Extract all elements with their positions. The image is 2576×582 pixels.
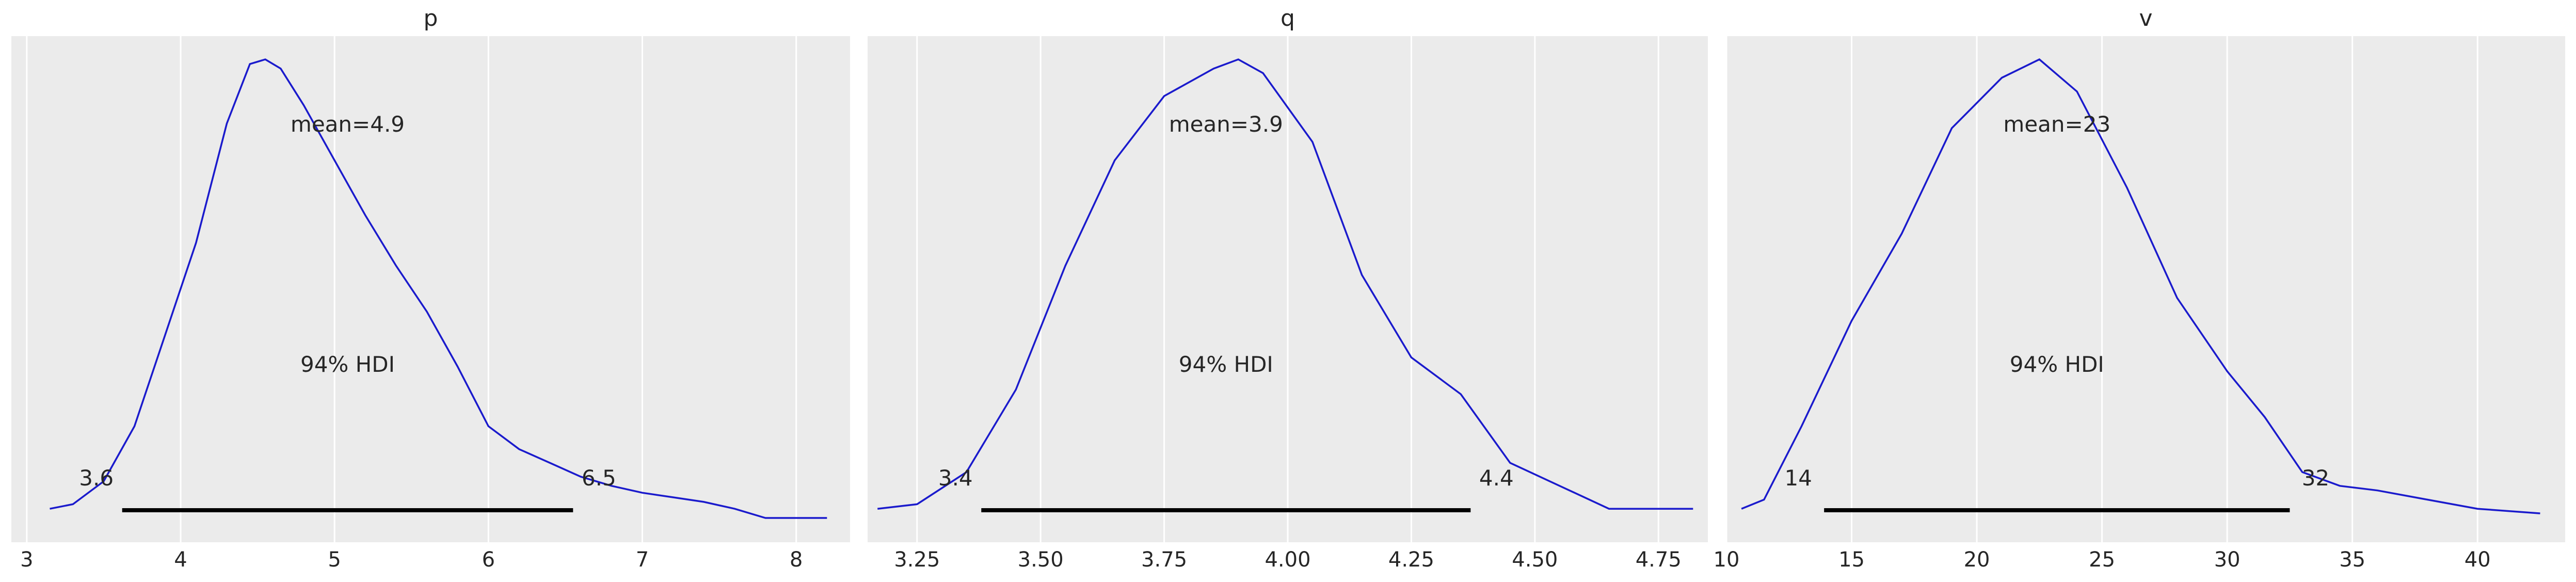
x-tick-label: 3.25 — [894, 548, 940, 572]
hdi-upper-label: 6.5 — [582, 465, 616, 491]
density-curve — [877, 58, 1693, 510]
mean-label: mean=3.9 — [1169, 112, 1283, 137]
x-tick-label: 35 — [2339, 548, 2365, 572]
x-tick-label: 10 — [1714, 548, 1740, 572]
axes-background — [1726, 36, 2565, 542]
hdi-label: 94% HDI — [1179, 352, 1273, 377]
hdi-upper-label: 4.4 — [1479, 465, 1514, 491]
panel-p: 3 4 5 6 7 8 mean=4.9 94% HDI 3.6 6.5 p — [11, 5, 850, 572]
hdi-label: 94% HDI — [300, 352, 395, 377]
x-tick-label: 25 — [2089, 548, 2115, 572]
panel-title: v — [2139, 5, 2152, 32]
x-tick-label: 8 — [790, 548, 803, 572]
panel-v: 10 15 20 25 30 35 40 mean=23 94% HDI 14 32 v — [1714, 5, 2565, 572]
x-tick-label: 7 — [636, 548, 649, 572]
density-curve — [1741, 58, 2540, 514]
x-tick-label: 4.50 — [1512, 548, 1558, 572]
x-tick-label: 40 — [2465, 548, 2491, 572]
x-tick-label: 30 — [2214, 548, 2241, 572]
x-tick-label: 15 — [1838, 548, 1865, 572]
panel-q: 3.25 3.50 3.75 4.00 4.25 4.50 4.75 mean=3.9 94% … — [868, 5, 1708, 572]
hdi-lower-label: 3.6 — [79, 465, 114, 491]
hdi-upper-label: 32 — [2302, 465, 2329, 491]
panel-title: p — [424, 5, 438, 32]
x-tick-label: 6 — [482, 548, 495, 572]
x-tick-label: 4.00 — [1265, 548, 1310, 572]
x-tick-label: 3 — [20, 548, 33, 572]
x-tick-label: 20 — [1964, 548, 1990, 572]
x-tick-label: 5 — [328, 548, 341, 572]
axes-background — [11, 36, 850, 542]
hdi-label: 94% HDI — [2010, 352, 2104, 377]
hdi-lower-label: 3.4 — [938, 465, 973, 491]
x-tick-label: 3.50 — [1018, 548, 1064, 572]
density-curve — [50, 58, 827, 519]
panel-title: q — [1281, 5, 1295, 32]
x-tick-label: 3.75 — [1141, 548, 1187, 572]
mean-label: mean=23 — [2003, 112, 2110, 137]
hdi-lower-label: 14 — [1784, 465, 1812, 491]
mean-label: mean=4.9 — [291, 112, 405, 137]
x-tick-label: 4 — [174, 548, 187, 572]
x-tick-label: 4.25 — [1388, 548, 1434, 572]
x-tick-label: 4.75 — [1636, 548, 1682, 572]
